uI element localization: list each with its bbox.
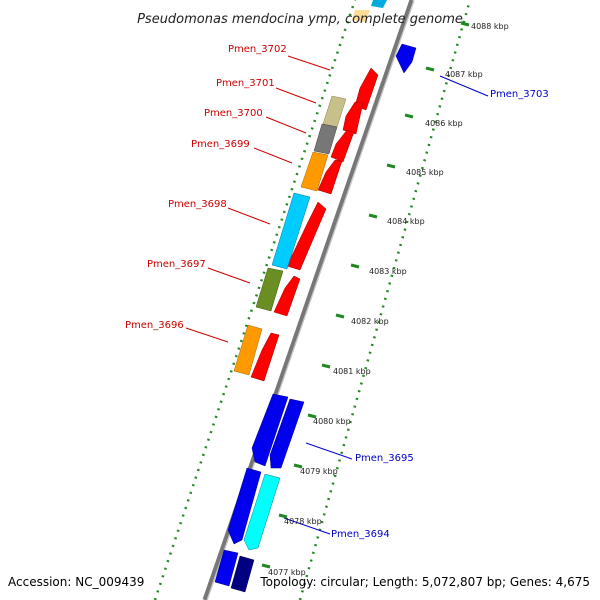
gene-arrow-pmen-3699[interactable] (317, 159, 343, 195)
gene-label-pmen-3695[interactable]: Pmen_3695 (355, 453, 414, 464)
gene-block-pmen-3698[interactable] (271, 192, 311, 270)
genome-title: Pseudomonas mendocina ymp, complete geno… (137, 12, 463, 27)
gene-arrow-pmen-3696[interactable] (250, 332, 280, 382)
scale-label: 4087 kbp (445, 70, 483, 79)
gene-block-pmen-3699[interactable] (300, 151, 329, 192)
gene-block-pmen-3700[interactable] (313, 123, 338, 155)
gene-block-pmen-3696[interactable] (233, 324, 263, 376)
inner-lane-genes (233, 95, 347, 376)
reverse-strand-genes (214, 0, 417, 593)
scale-label: 4085 kbp (406, 168, 444, 177)
gene-arrow-pmen-3697[interactable] (273, 275, 301, 317)
scale-label: 4086 kbp (425, 119, 463, 128)
scale-label: 4081 kbp (333, 367, 371, 376)
gene-arrow-pmen-3694a[interactable] (227, 467, 262, 545)
gene-arrow-pmen-3695b[interactable] (269, 398, 305, 469)
gene-block-pmen-3701[interactable] (322, 95, 347, 128)
leader-lines (185, 55, 489, 535)
gene-label-pmen-3701[interactable]: Pmen_3701 (216, 78, 275, 89)
gene-block-top-orange (352, 10, 370, 22)
gene-arrow-pmen-3695a[interactable] (251, 393, 289, 467)
scale-label: 4079 kbp (300, 467, 338, 476)
gene-label-pmen-3696[interactable]: Pmen_3696 (125, 320, 184, 331)
gene-block-pmen-3694[interactable] (243, 473, 281, 551)
gene-arrow-bottom-b (230, 555, 255, 593)
genome-summary-text: Topology: circular; Length: 5,072,807 bp… (259, 575, 590, 589)
gene-label-pmen-3703[interactable]: Pmen_3703 (490, 89, 549, 100)
gene-arrow-pmen-3700[interactable] (330, 129, 355, 163)
gene-label-pmen-3699[interactable]: Pmen_3699 (191, 139, 250, 150)
gene-label-pmen-3697[interactable]: Pmen_3697 (147, 259, 206, 270)
forward-gene-label-group: Pmen_3702 Pmen_3701 Pmen_3700 Pmen_3699 … (125, 44, 287, 331)
gene-arrow-bottom-a (214, 549, 239, 587)
scale-label: 4082 kbp (351, 317, 389, 326)
gene-arrow-pmen-3703[interactable] (395, 43, 417, 74)
inner-dotted-ring (153, 0, 357, 600)
scale-label: 4083 kbp (369, 267, 407, 276)
scale-label: 4088 kbp (471, 22, 509, 31)
gene-label-pmen-3694[interactable]: Pmen_3694 (331, 529, 390, 540)
scale-label: 4078 kbp (284, 517, 322, 526)
reverse-gene-label-group: Pmen_3703 Pmen_3695 Pmen_3694 (331, 89, 549, 540)
gene-block-pmen-3697[interactable] (255, 267, 284, 312)
gene-label-pmen-3700[interactable]: Pmen_3700 (204, 108, 263, 119)
forward-strand-genes (250, 67, 379, 382)
gene-arrow-pmen-3701[interactable] (342, 101, 364, 135)
scale-label: 4077 kbp (268, 568, 306, 577)
scale-label: 4084 kbp (387, 217, 425, 226)
gene-block-top (371, 0, 387, 8)
gene-label-pmen-3698[interactable]: Pmen_3698 (168, 199, 227, 210)
scale-label: 4080 kbp (313, 417, 351, 426)
scale-ticks (261, 21, 470, 569)
gene-label-pmen-3702[interactable]: Pmen_3702 (228, 44, 287, 55)
scale-label-group: 4077 kbp 4078 kbp 4079 kbp 4080 kbp 4081… (268, 22, 509, 577)
accession-text: Accession: NC_009439 (8, 575, 144, 589)
